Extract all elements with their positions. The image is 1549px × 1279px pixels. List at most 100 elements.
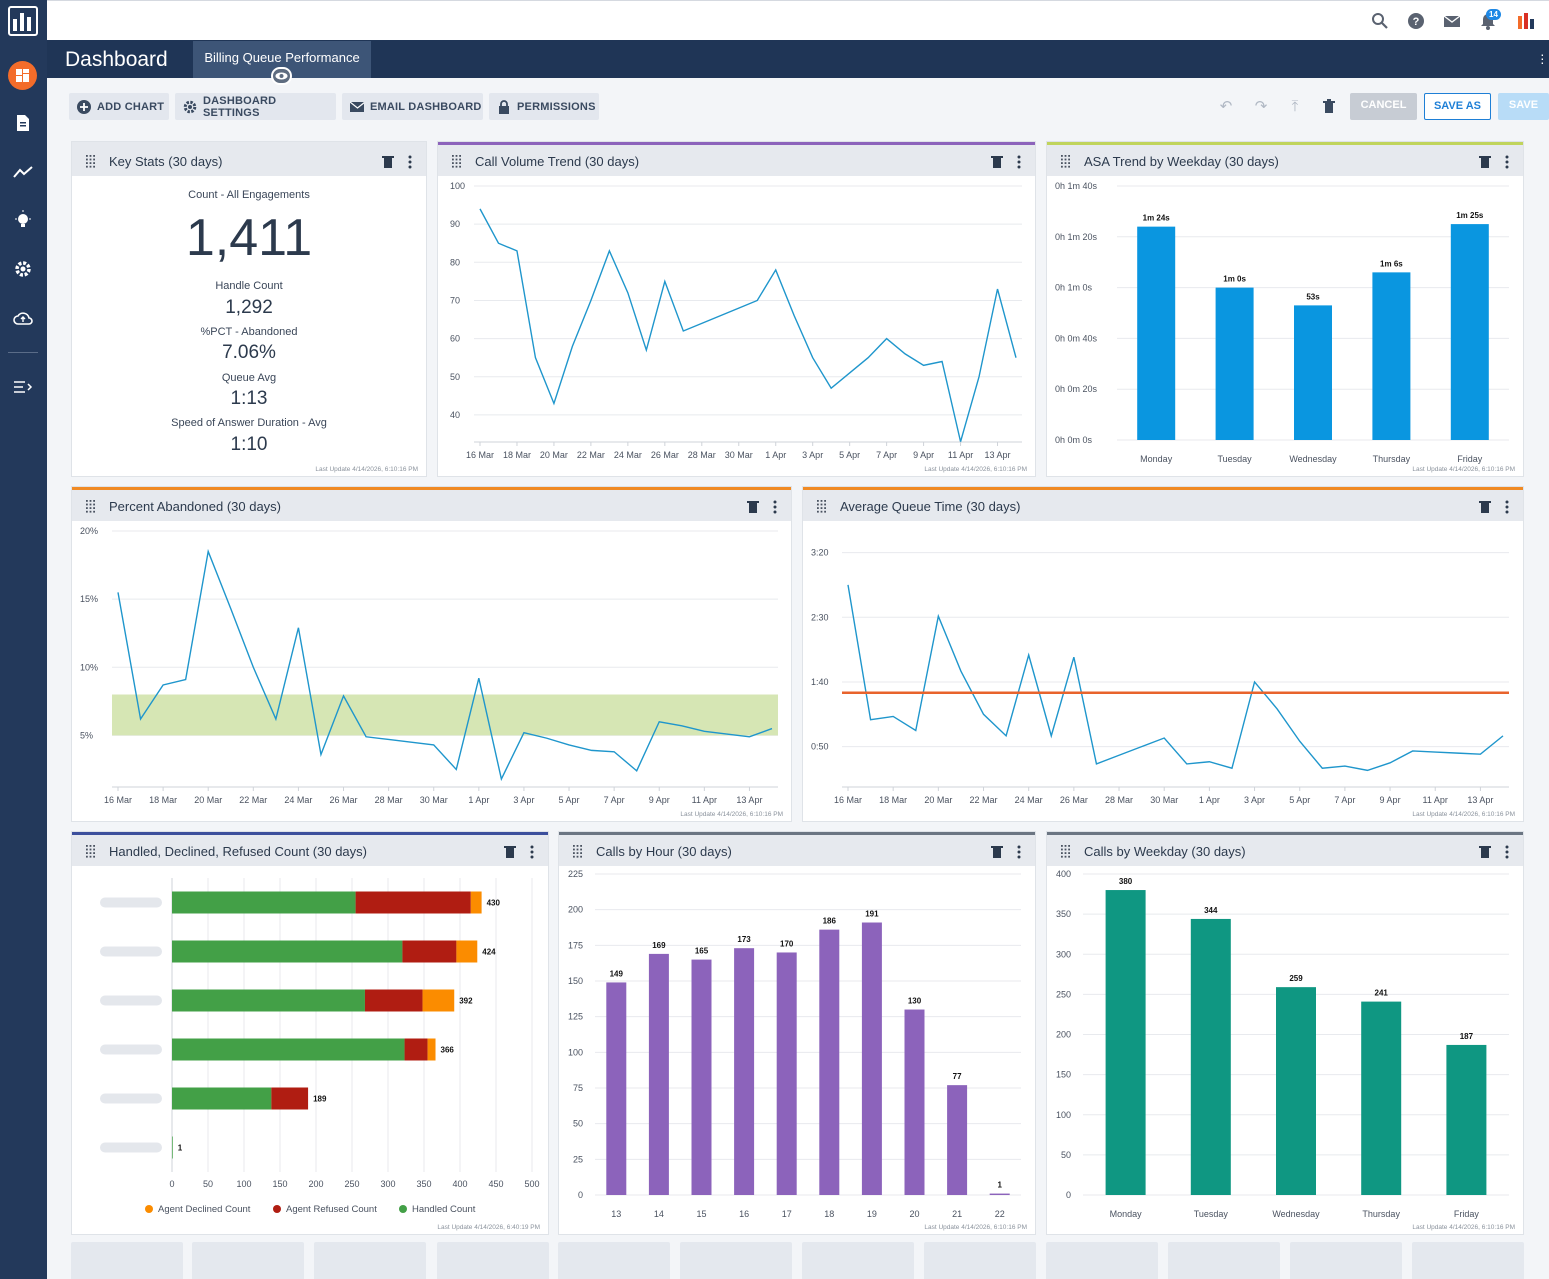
panel-actions[interactable] bbox=[502, 845, 538, 859]
trash-icon[interactable] bbox=[382, 156, 394, 168]
more-menu-icon[interactable] bbox=[408, 155, 412, 169]
drag-handle-icon[interactable] bbox=[86, 155, 96, 169]
loading-placeholder bbox=[192, 1242, 304, 1279]
mail-icon[interactable] bbox=[1443, 12, 1461, 30]
x-tick-label: Wednesday bbox=[1272, 1209, 1320, 1219]
trash-icon[interactable] bbox=[1479, 846, 1491, 858]
gear-icon bbox=[15, 261, 31, 277]
grip-dot bbox=[1068, 845, 1070, 847]
drag-handle-icon[interactable] bbox=[1061, 845, 1071, 859]
calls-by-weekday-chart: 0 50 100 150 200 250 300 350 400 380 Monday 344 Tues… bbox=[1056, 869, 1509, 1219]
drag-handle-icon[interactable] bbox=[817, 500, 827, 514]
more-menu-icon[interactable] bbox=[1505, 155, 1509, 169]
menu-dot bbox=[773, 510, 777, 514]
undo-icon[interactable]: ↶ bbox=[1219, 98, 1233, 115]
more-menu-icon[interactable] bbox=[1017, 845, 1021, 859]
expand-menu-icon bbox=[14, 381, 33, 393]
average-queue-time-panel: Average Queue Time (30 days) 0:50 1:40 2:3… bbox=[802, 486, 1524, 822]
drag-handle-icon[interactable] bbox=[1061, 155, 1071, 169]
top-bar: ? 14 bbox=[47, 0, 1549, 40]
panel-actions[interactable] bbox=[1477, 155, 1513, 169]
more-menu-icon[interactable] bbox=[530, 845, 534, 859]
grip-dot bbox=[580, 852, 582, 854]
x-tick-label: 19 bbox=[867, 1209, 877, 1219]
expand-sidebar-button[interactable] bbox=[11, 375, 35, 399]
tab-more-icon[interactable]: · · · bbox=[1540, 46, 1545, 70]
permissions-button[interactable]: PERMISSIONS bbox=[489, 93, 599, 120]
panel-actions[interactable] bbox=[1477, 500, 1513, 514]
user-avatar-icon[interactable] bbox=[1517, 12, 1535, 30]
calls-by-hour-panel: Calls by Hour (30 days) 0 25 50 75 100 125 150… bbox=[558, 831, 1036, 1235]
nav-cloud-button[interactable] bbox=[11, 306, 35, 330]
nav-dashboard-button[interactable] bbox=[8, 61, 37, 90]
panel-actions[interactable] bbox=[989, 845, 1025, 859]
data-label: 169 bbox=[652, 941, 666, 950]
trash-icon[interactable] bbox=[991, 156, 1003, 168]
save-button[interactable]: SAVE bbox=[1498, 93, 1549, 120]
grip-dot bbox=[1064, 852, 1067, 854]
y-tick-label: 2:30 bbox=[811, 612, 829, 622]
trash-icon[interactable] bbox=[1320, 98, 1338, 116]
help-icon[interactable]: ? bbox=[1407, 12, 1425, 30]
email-dashboard-button[interactable]: EMAIL DASHBOARD bbox=[342, 93, 483, 120]
grip-dot bbox=[89, 155, 92, 157]
cancel-button[interactable]: CANCEL bbox=[1350, 93, 1417, 120]
panel-title: Percent Abandoned (30 days) bbox=[109, 499, 282, 514]
calls-by-hour-chart: 0 25 50 75 100 125 150 175 200 225 149 13 169 14 165 15… bbox=[568, 869, 1021, 1219]
trash-icon[interactable] bbox=[747, 501, 759, 513]
x-tick-label: 9 Apr bbox=[1380, 795, 1401, 805]
x-tick-label: 20 Mar bbox=[540, 450, 568, 460]
trash-icon[interactable] bbox=[1479, 156, 1491, 168]
data-label: 149 bbox=[610, 969, 624, 978]
save-as-button[interactable]: SAVE AS bbox=[1424, 93, 1491, 120]
panel-actions[interactable] bbox=[745, 500, 781, 514]
panel-actions[interactable] bbox=[1477, 845, 1513, 859]
nav-reports-button[interactable] bbox=[11, 111, 35, 135]
panel-header: Percent Abandoned (30 days) bbox=[72, 487, 791, 521]
nav-trends-button[interactable] bbox=[11, 160, 35, 184]
x-tick-label: 1 Apr bbox=[468, 795, 489, 805]
last-update: Last Update 4/14/2026, 6:40:19 PM bbox=[437, 1224, 540, 1231]
data-label: 424 bbox=[482, 948, 496, 957]
trash-icon[interactable] bbox=[504, 846, 516, 858]
more-menu-icon[interactable] bbox=[1505, 500, 1509, 514]
trash-icon[interactable] bbox=[1479, 501, 1491, 513]
move-to-top-icon[interactable]: ⤒ bbox=[1291, 98, 1299, 115]
trash-body bbox=[749, 503, 757, 513]
dashboard-settings-button[interactable]: DASHBOARD SETTINGS bbox=[175, 93, 336, 120]
nav-insights-button[interactable] bbox=[11, 208, 35, 232]
x-tick-label: 9 Apr bbox=[649, 795, 670, 805]
add-chart-button[interactable]: ADD CHART bbox=[69, 93, 169, 120]
bar bbox=[1190, 918, 1231, 1195]
eye-icon[interactable] bbox=[271, 67, 292, 85]
search-icon[interactable] bbox=[1371, 12, 1389, 30]
bar bbox=[776, 952, 797, 1195]
redo-icon[interactable]: ↷ bbox=[1254, 98, 1268, 115]
menu-dot bbox=[1505, 850, 1509, 854]
grip-dot bbox=[89, 848, 92, 851]
x-tick-label: 30 Mar bbox=[1150, 795, 1178, 805]
y-tick-label: 0h 0m 40s bbox=[1055, 333, 1098, 343]
data-label: 170 bbox=[780, 939, 794, 948]
y-tick-label: 200 bbox=[1056, 1030, 1071, 1040]
x-tick-label: 5 Apr bbox=[559, 795, 580, 805]
dashboard-icon bbox=[16, 69, 29, 82]
drag-handle-icon[interactable] bbox=[86, 500, 96, 514]
drag-handle-icon[interactable] bbox=[86, 845, 96, 859]
app-logo[interactable] bbox=[8, 6, 38, 36]
bar-segment bbox=[404, 1038, 428, 1061]
trash-icon[interactable] bbox=[991, 846, 1003, 858]
menu-dot bbox=[408, 165, 412, 169]
panel-actions[interactable] bbox=[380, 155, 416, 169]
more-menu-icon[interactable] bbox=[773, 500, 777, 514]
grip-dot bbox=[824, 507, 826, 509]
call-volume-panel: Call Volume Trend (30 days) 40 50 60 70 80 90… bbox=[437, 141, 1036, 477]
drag-handle-icon[interactable] bbox=[573, 845, 583, 859]
series-line bbox=[847, 584, 1504, 772]
nav-settings-button[interactable] bbox=[11, 257, 35, 281]
panel-actions[interactable] bbox=[989, 155, 1025, 169]
more-menu-icon[interactable] bbox=[1017, 155, 1021, 169]
more-menu-icon[interactable] bbox=[1505, 845, 1509, 859]
x-tick-label: 1 Apr bbox=[765, 450, 786, 460]
drag-handle-icon[interactable] bbox=[452, 155, 462, 169]
